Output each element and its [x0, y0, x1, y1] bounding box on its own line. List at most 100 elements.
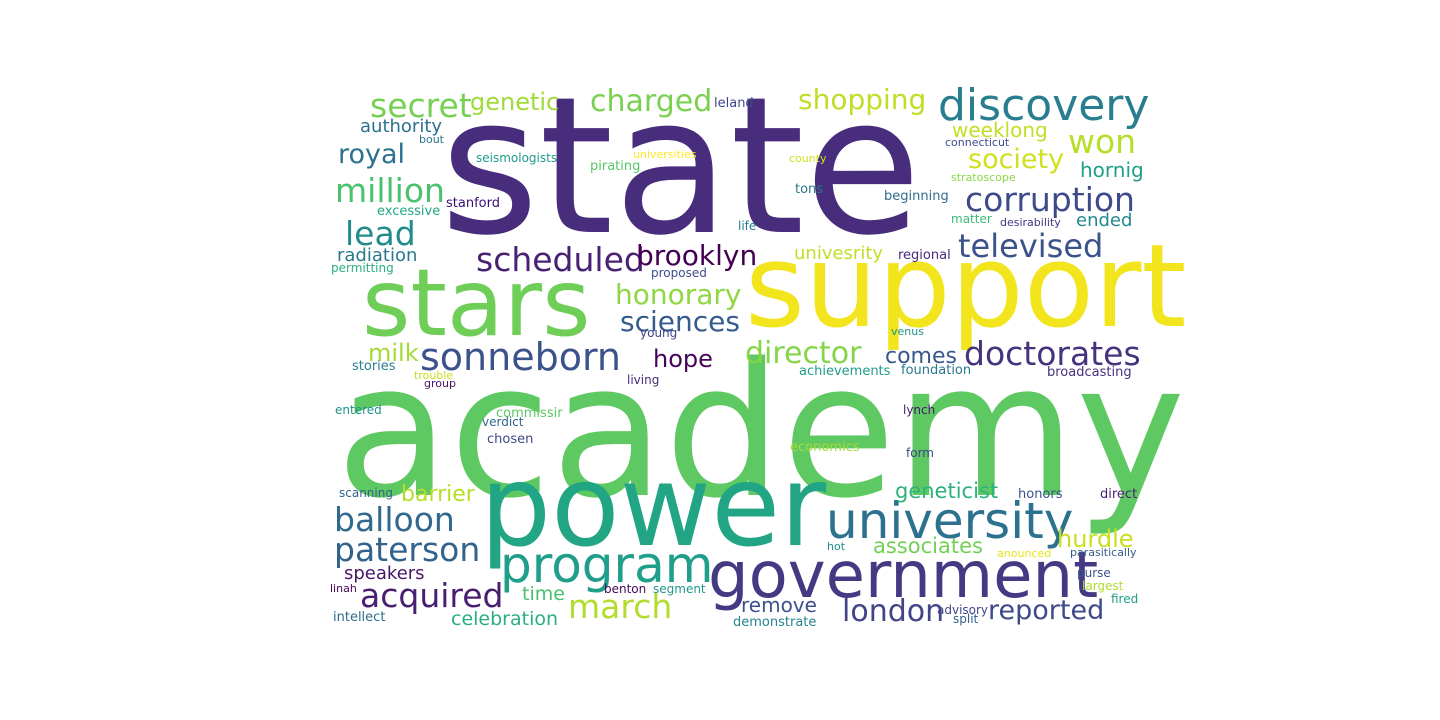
word-government: government — [708, 539, 1098, 613]
word-benton: benton — [604, 582, 646, 596]
word-economics: economics — [790, 440, 860, 455]
word-life: life — [738, 219, 756, 233]
word-society: society — [968, 144, 1064, 175]
word-fired: fired — [1111, 592, 1138, 606]
word-associates: associates — [873, 534, 983, 558]
word-achievements: achievements — [799, 364, 891, 379]
word-permitting: permitting — [331, 261, 394, 275]
word-linah: linah — [330, 582, 357, 595]
word-program: program — [500, 536, 713, 594]
word-proposed: proposed — [651, 266, 707, 280]
word-state: state — [440, 56, 921, 277]
word-segment: segment — [653, 582, 706, 596]
word-living: living — [627, 373, 659, 387]
word-weeklong: weeklong — [952, 118, 1048, 142]
word-televised: televised — [958, 227, 1103, 265]
word-acquired: acquired — [360, 576, 504, 615]
word-comes: comes — [885, 344, 957, 369]
word-bout: bout — [419, 133, 445, 146]
word-milk: milk — [368, 339, 419, 367]
word-balloon: balloon — [334, 500, 455, 539]
word-matter: matter — [951, 212, 992, 226]
word-authority: authority — [360, 116, 442, 137]
word-director: director — [745, 336, 862, 371]
word-radiation: radiation — [337, 245, 417, 266]
word-leland: leland — [714, 96, 754, 111]
word-royal: royal — [338, 139, 405, 170]
word-sciences: sciences — [620, 305, 740, 338]
word-honors: honors — [1018, 487, 1063, 502]
word-paterson: paterson — [334, 530, 480, 569]
word-split: split — [953, 612, 979, 626]
word-foundation: foundation — [901, 363, 971, 378]
word-county: county — [789, 152, 827, 165]
word-parasitically: parasitically — [1070, 546, 1137, 559]
word-march: march — [568, 587, 672, 626]
word-honorary: honorary — [615, 278, 742, 311]
word-hope: hope — [653, 345, 713, 373]
word-univesrity: univesrity — [794, 243, 883, 264]
word-geneticist: geneticist — [895, 479, 998, 503]
word-shopping: shopping — [798, 83, 926, 116]
word-tons: tons — [795, 182, 823, 197]
word-connecticut: connecticut — [945, 136, 1010, 149]
word-seismologists: seismologists — [476, 151, 557, 165]
word-purse: purse — [1077, 566, 1111, 580]
word-university: university — [826, 492, 1073, 550]
word-largest: largest — [1082, 579, 1124, 593]
word-regional: regional — [898, 248, 951, 263]
word-reported: reported — [988, 595, 1104, 626]
word-time: time — [522, 583, 565, 605]
word-sonneborn: sonneborn — [420, 335, 621, 379]
word-pirating: pirating — [590, 159, 640, 174]
word-beginning: beginning — [884, 189, 949, 204]
word-intellect: intellect — [333, 610, 385, 625]
word-london: london — [842, 594, 944, 629]
word-won: won — [1068, 122, 1136, 161]
word-academy: academy — [336, 323, 1185, 539]
word-chosen: chosen — [487, 432, 533, 447]
word-stanford: stanford — [446, 196, 500, 211]
word-scanning: scanning — [339, 486, 393, 500]
word-hot: hot — [827, 540, 846, 553]
word-stories: stories — [352, 359, 396, 374]
word-commissir: commissir — [496, 406, 563, 421]
word-broadcasting: broadcasting — [1047, 365, 1132, 380]
word-group: group — [424, 377, 456, 390]
word-power: power — [480, 442, 827, 572]
word-brooklyn: brooklyn — [636, 239, 757, 272]
word-celebration: celebration — [451, 608, 558, 630]
word-scheduled: scheduled — [476, 240, 645, 279]
word-lead: lead — [345, 214, 416, 253]
word-secret: secret — [370, 86, 472, 125]
word-corruption: corruption — [965, 180, 1135, 219]
word-speakers: speakers — [344, 563, 425, 584]
word-direct: direct — [1100, 487, 1137, 502]
word-charged: charged — [590, 84, 712, 119]
word-desirability: desirability — [1000, 216, 1061, 229]
word-hurdle: hurdle — [1057, 525, 1134, 553]
word-hornig: hornig — [1080, 158, 1144, 182]
word-demonstrate: demonstrate — [733, 615, 816, 630]
word-trouble: trouble — [414, 369, 453, 382]
word-genetic: genetic — [470, 88, 559, 116]
word-entered: entered — [335, 403, 382, 417]
word-stratoscope: stratoscope — [951, 171, 1016, 184]
word-universities: universities — [633, 148, 697, 161]
word-million: million — [335, 171, 445, 210]
word-verdict: verdict — [482, 415, 524, 429]
word-venus: venus — [891, 325, 924, 338]
word-form: form — [906, 446, 934, 460]
word-doctorates: doctorates — [964, 334, 1141, 373]
word-excessive: excessive — [377, 204, 440, 219]
word-anounced: anounced — [997, 547, 1051, 560]
word-ended: ended — [1076, 210, 1132, 231]
word-stars: stars — [362, 249, 591, 357]
word-discovery: discovery — [938, 80, 1149, 131]
word-lynch: lynch — [903, 403, 935, 417]
word-support: support — [745, 220, 1187, 354]
word-advisory: advisory — [937, 603, 988, 617]
word-young: young — [640, 326, 677, 340]
word-remove: remove — [741, 593, 817, 617]
